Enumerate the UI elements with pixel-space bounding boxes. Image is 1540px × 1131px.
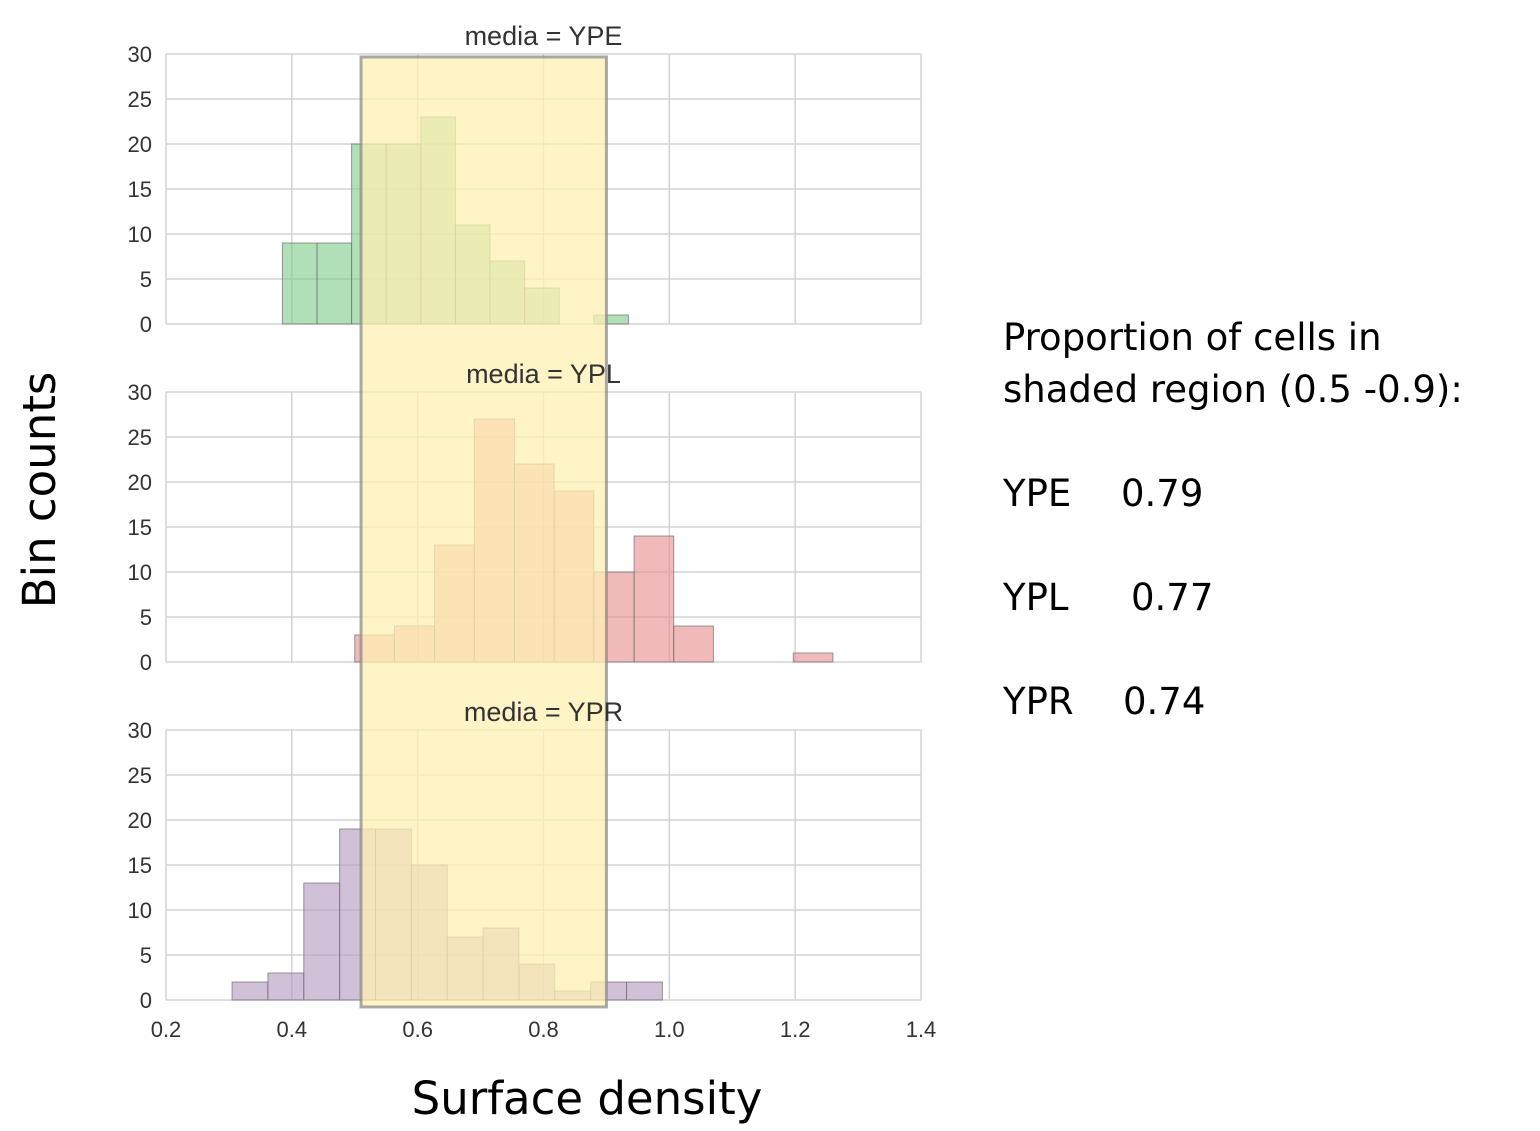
y-tick-label: 20	[128, 808, 152, 833]
x-tick-label: 1.2	[780, 1017, 811, 1042]
y-tick-label: 10	[128, 560, 152, 585]
panel-title: media = YPL	[466, 359, 621, 389]
y-tick-label: 5	[140, 267, 152, 292]
stat-row-ype: YPE 0.79	[1003, 468, 1463, 520]
histogram-bar	[303, 882, 341, 1001]
y-tick-label: 20	[128, 470, 152, 495]
x-tick-label: 0.2	[151, 1017, 182, 1042]
panel-title: media = YPE	[465, 21, 623, 51]
shaded-region-layer	[359, 55, 608, 1009]
y-tick-label: 25	[128, 763, 152, 788]
x-axis-label: Surface density	[412, 1072, 763, 1125]
summary-heading-line-1: Proportion of cells in	[1003, 316, 1382, 359]
histogram-chart: 0 5 10 15 20 25 30 0 5 10 15 20 25 30 0 5 10 15 20 25 30 med…	[13, 21, 937, 1125]
y-tick-label: 25	[128, 87, 152, 112]
histogram-bar	[633, 535, 675, 663]
x-tick-label: 0.4	[277, 1017, 308, 1042]
stat-row-ypl: YPL 0.77	[1003, 572, 1463, 624]
x-tick-label: 0.8	[528, 1017, 559, 1042]
x-tick-label: 1.0	[654, 1017, 685, 1042]
histogram-bar	[281, 242, 318, 325]
stat-row-ypr: YPR 0.74	[1003, 676, 1463, 728]
stat-label: YPR	[1003, 680, 1074, 723]
stat-value: 0.79	[1121, 472, 1204, 515]
y-tick-label: 0	[140, 650, 152, 675]
stat-value: 0.77	[1131, 576, 1214, 619]
y-tick-label: 25	[128, 425, 152, 450]
y-tick-label: 0	[140, 988, 152, 1013]
y-tick-label: 10	[128, 222, 152, 247]
summary-heading-line-2: shaded region (0.5 -0.9):	[1003, 368, 1463, 411]
y-tick-label: 5	[140, 943, 152, 968]
panel-titles-layer: media = YPE media = YPL media = YPR	[464, 21, 623, 727]
histogram-bar	[626, 981, 663, 1001]
y-tick-label: 15	[128, 515, 152, 540]
y-tick-label: 30	[128, 42, 152, 67]
x-tick-labels: 0.2 0.4 0.6 0.8 1.0 1.2 1.4	[151, 1017, 937, 1042]
histogram-bar	[792, 652, 834, 663]
stat-label: YPE	[1003, 472, 1072, 515]
y-tick-label: 10	[128, 898, 152, 923]
histogram-bar	[673, 625, 714, 663]
y-tick-label: 30	[128, 380, 152, 405]
y-tick-label: 20	[128, 132, 152, 157]
y-tick-label: 0	[140, 312, 152, 337]
shaded-region	[359, 55, 608, 1009]
y-axis-label: Bin counts	[13, 372, 66, 609]
histogram-bar	[316, 242, 353, 325]
stat-label: YPL	[1003, 576, 1069, 619]
y-tick-label: 5	[140, 605, 152, 630]
shaded-proportion-summary: Proportion of cells in shaded region (0.…	[1003, 312, 1463, 728]
histogram-bar	[267, 972, 305, 1001]
y-tick-label: 30	[128, 718, 152, 743]
y-tick-label: 15	[128, 177, 152, 202]
histogram-bar	[231, 981, 269, 1001]
x-tick-label: 1.4	[906, 1017, 937, 1042]
y-tick-label: 15	[128, 853, 152, 878]
stat-value: 0.74	[1123, 680, 1206, 723]
x-tick-label: 0.6	[402, 1017, 433, 1042]
panel-title: media = YPR	[464, 697, 623, 727]
